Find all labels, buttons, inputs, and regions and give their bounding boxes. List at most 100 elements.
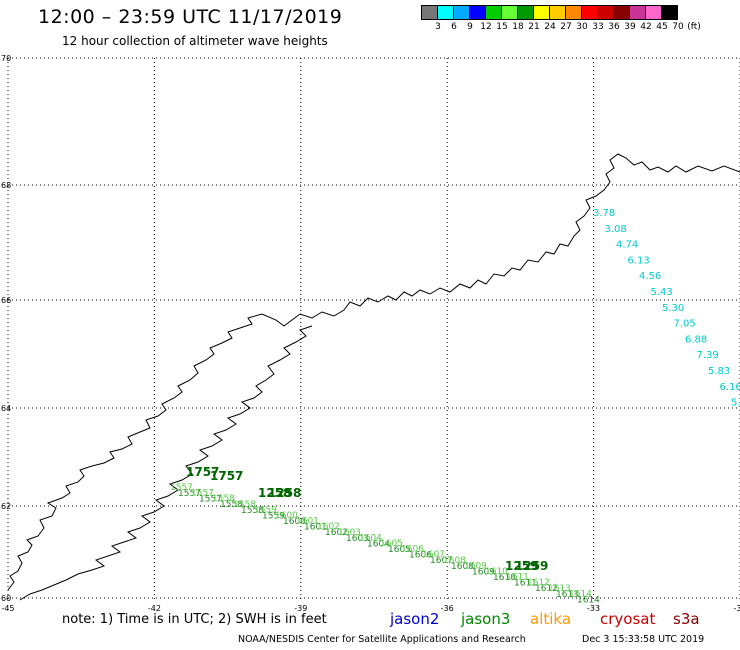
- legend-label: 33: [592, 22, 604, 32]
- legend-satellite-jason3: jason3: [461, 610, 511, 628]
- legend-satellite-cryosat: cryosat: [600, 610, 656, 628]
- track-time-label: 1558: [241, 506, 264, 516]
- track-time-label: 1258: [268, 486, 301, 500]
- legend-label: 70: [672, 22, 684, 32]
- legend-label: 9: [467, 22, 473, 32]
- swh-value: 5.8: [731, 398, 740, 409]
- track-time-label: 1258: [258, 486, 291, 500]
- swh-value: 7.05: [674, 319, 696, 330]
- track-time-label: 1607: [430, 556, 453, 566]
- lon-label: -45: [1, 604, 14, 613]
- track-time-label: 1614: [577, 595, 600, 605]
- track-time-label: 1600: [283, 517, 306, 527]
- track-time-label: 1603: [338, 528, 361, 538]
- legend-swatches: [421, 5, 740, 20]
- lat-label: 70: [1, 54, 11, 63]
- credit-line: NOAA/NESDIS Center for Satellite Applica…: [238, 634, 526, 645]
- legend-satellite-jason2: jason2: [390, 610, 440, 628]
- legend-label: 27: [560, 22, 572, 32]
- timestamp: Dec 3 15:33:58 UTC 2019: [582, 634, 705, 645]
- legend-labels: 3 6 9 12 15 18 21 24 27 30 33 36 39 42 45 70 (ft): [421, 22, 740, 34]
- swh-value: 5.43: [651, 287, 673, 298]
- legend-label: 6: [451, 22, 457, 32]
- lat-lon-grid: [7, 57, 740, 602]
- lon-label: -30: [733, 604, 740, 613]
- coastline-inner: [19, 325, 313, 601]
- track-time-label: 1607: [422, 550, 445, 560]
- map-subtitle: 12 hour collection of altimeter wave hei…: [62, 34, 328, 48]
- legend-label: 24: [544, 22, 556, 32]
- swh-value: 3.78: [593, 208, 615, 219]
- track-time-label: 1259: [515, 559, 548, 573]
- swh-value: 4.56: [639, 271, 661, 282]
- greenland-coastline: [7, 153, 740, 601]
- lat-label: 60: [1, 594, 11, 603]
- coastline: [7, 153, 740, 591]
- legend-label: 45: [656, 22, 668, 32]
- legend-satellite-altika: altika: [530, 610, 572, 628]
- lat-label: 64: [1, 404, 11, 413]
- track-time-label: 1557: [178, 489, 201, 499]
- swh-value: 6.88: [685, 334, 707, 345]
- lat-label: 68: [1, 181, 11, 190]
- swh-value: 6.16: [720, 382, 740, 393]
- altimeter-tracks: 3.78 3.08 4.74 6.13 4.56 5.43 5.30 7.05 6.88 7.39…: [170, 208, 740, 605]
- track-time-label: 1558: [220, 500, 243, 510]
- lon-label: -36: [441, 604, 454, 613]
- track-time-label: 1602: [317, 522, 340, 532]
- track-time-label: 1608: [451, 562, 474, 572]
- swh-value: 6.13: [628, 255, 650, 266]
- track-time-label: 1757: [186, 465, 219, 479]
- legend-label: 18: [512, 22, 524, 32]
- swh-value: 4.74: [616, 240, 638, 251]
- track-time-label: 1611: [514, 579, 537, 589]
- track-time-label: 1557: [170, 483, 193, 493]
- legend-label: 42: [640, 22, 652, 32]
- legend-swatch: [661, 5, 678, 20]
- track-time-label: 1610: [493, 573, 516, 583]
- lon-label: -39: [294, 604, 307, 613]
- track-time-label: 1608: [443, 556, 466, 566]
- legend-label: 36: [608, 22, 620, 32]
- track-time-label: 1557: [199, 495, 222, 505]
- track-time-label: 1259: [505, 559, 538, 573]
- legend-label: 12: [480, 22, 492, 32]
- lat-label: 66: [1, 296, 11, 305]
- track-time-label: 1606: [401, 545, 424, 555]
- legend-satellite-s3a: s3a: [673, 610, 700, 628]
- track-time-label: 1609: [464, 561, 487, 571]
- swh-value: 5.83: [708, 366, 730, 377]
- legend-label: 3: [435, 22, 441, 32]
- track-time-label: 1613: [548, 584, 571, 594]
- legend-label: 30: [576, 22, 588, 32]
- track-time-label: 1604: [367, 539, 390, 549]
- wave-height-legend: 3 6 9 12 15 18 21 24 27 30 33 36 39 42 45 70 (ft): [421, 5, 740, 34]
- track-time-label: 1606: [409, 551, 432, 561]
- track-time-label: 1612: [527, 578, 550, 588]
- track-time-label: 1612: [535, 584, 558, 594]
- track-time-label: 1601: [296, 517, 319, 527]
- lat-label: 62: [1, 502, 11, 511]
- track-time-label: 1558: [233, 500, 256, 510]
- legend-label: 15: [496, 22, 508, 32]
- footnote: note: 1) Time is in UTC; 2) SWH is in fe…: [62, 612, 327, 627]
- swh-value: 7.39: [697, 350, 719, 361]
- axis-labels: -45 -42 -39 -36 -33 -30 70 68 66 64 62 60: [1, 54, 740, 613]
- track-time-label: 1559: [254, 505, 277, 515]
- track-time-label: 1602: [325, 528, 348, 538]
- track-time-label: 1600: [275, 511, 298, 521]
- legend-label: 21: [528, 22, 540, 32]
- swh-value: 3.08: [605, 224, 627, 235]
- lon-label: -33: [587, 604, 600, 613]
- track-time-label: 1601: [304, 523, 327, 533]
- track-time-label: 1604: [359, 533, 382, 543]
- track-time-label: 1557: [191, 489, 214, 499]
- track-time-label: 1605: [388, 545, 411, 555]
- track-time-label: 1609: [472, 567, 495, 577]
- track-time-label: 1611: [506, 573, 529, 583]
- lon-label: -42: [148, 604, 161, 613]
- legend-label: (ft): [687, 22, 701, 32]
- track-time-label: 1610: [485, 567, 508, 577]
- track-time-label: 1757: [210, 469, 243, 483]
